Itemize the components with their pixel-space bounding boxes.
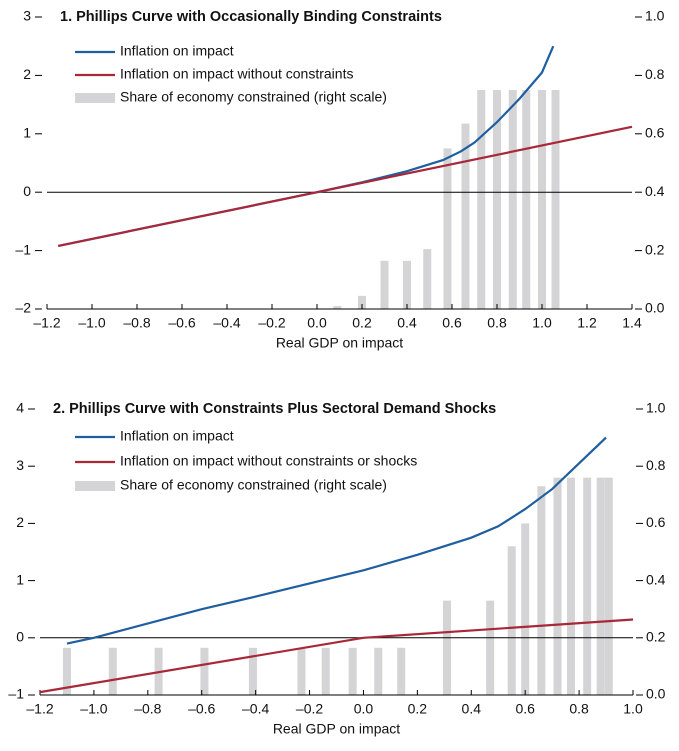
bar — [507, 546, 516, 695]
bar — [477, 90, 486, 309]
x-tick-label: –0.4 — [213, 315, 240, 331]
line — [58, 125, 633, 248]
x-tick-label: –1.2 — [33, 315, 60, 331]
bar — [397, 647, 406, 695]
bar — [200, 647, 209, 695]
x-tick-label: 0.8 — [487, 315, 507, 331]
bar — [380, 260, 389, 309]
x-tick-label: 1.4 — [622, 315, 642, 331]
bar — [62, 647, 71, 695]
y-tick-label: –1 — [8, 686, 24, 702]
bar — [248, 647, 257, 695]
y-tick-label: 2 — [23, 66, 31, 82]
bar — [443, 148, 452, 309]
y-tick-label: 3 — [16, 457, 24, 473]
bar — [508, 90, 517, 309]
y2-tick-label: 0.8 — [645, 66, 665, 82]
bar — [493, 90, 501, 309]
legend-label: Inflation on impact — [120, 428, 234, 444]
x-tick-label: –0.6 — [168, 315, 195, 331]
legend-label: Inflation on impact without constraints … — [120, 453, 417, 469]
bar — [348, 647, 357, 695]
legend-swatch — [75, 481, 115, 491]
x-tick-label: 1.0 — [623, 701, 643, 717]
y2-tick-label: 0.2 — [646, 629, 666, 645]
y-tick-label: 3 — [23, 8, 31, 24]
line — [39, 618, 634, 694]
y2-tick-label: 1.0 — [645, 8, 665, 24]
bar — [604, 477, 613, 695]
line — [66, 436, 607, 645]
x-tick-label: –0.8 — [134, 701, 161, 717]
x-axis-label: Real GDP on impact — [273, 721, 400, 737]
y-tick-label: –2 — [15, 300, 31, 316]
y-tick-label: 0 — [16, 629, 24, 645]
x-tick-label: 0.8 — [569, 701, 589, 717]
y2-tick-label: 0.4 — [645, 183, 665, 199]
x-tick-label: 0.4 — [397, 315, 417, 331]
x-tick-label: 0.6 — [515, 701, 535, 717]
bar — [596, 477, 605, 695]
x-tick-label: 0.4 — [462, 701, 482, 717]
x-tick-label: –0.2 — [258, 315, 285, 331]
y2-tick-label: 0.8 — [646, 457, 666, 473]
legend-swatch — [75, 93, 115, 103]
x-tick-label: –1.2 — [26, 701, 53, 717]
x-tick-label: –1.0 — [80, 701, 107, 717]
legend-label: Share of economy constrained (right scal… — [120, 89, 387, 105]
y2-tick-label: 0.6 — [646, 514, 666, 530]
legend-label: Inflation on impact without constraints — [120, 66, 353, 82]
bar — [551, 90, 560, 309]
bar — [583, 477, 592, 695]
legend-label: Inflation on impact — [120, 43, 234, 59]
bar — [297, 647, 306, 695]
bar — [108, 647, 117, 695]
x-tick-label: –0.6 — [188, 701, 215, 717]
bar — [538, 90, 546, 309]
bar — [443, 600, 452, 695]
x-tick-label: 0.0 — [354, 701, 374, 717]
chart-title: 2. Phillips Curve with Constraints Plus … — [53, 401, 496, 417]
legend-label: Share of economy constrained (right scal… — [120, 477, 387, 493]
y2-tick-label: 0.6 — [645, 125, 665, 141]
y-tick-label: 4 — [16, 400, 24, 416]
bar — [553, 477, 562, 695]
x-tick-label: –0.2 — [296, 701, 323, 717]
y2-tick-label: 0.2 — [645, 241, 665, 257]
x-tick-label: 0.2 — [352, 315, 372, 331]
x-tick-label: –0.8 — [123, 315, 150, 331]
bar — [537, 486, 546, 695]
bar — [374, 647, 383, 695]
x-axis-label: Real GDP on impact — [276, 335, 403, 351]
x-tick-label: 0.0 — [307, 315, 327, 331]
y2-tick-label: 0.4 — [646, 571, 666, 587]
y-tick-label: 0 — [23, 183, 31, 199]
bar — [423, 249, 432, 309]
x-tick-label: 1.2 — [577, 315, 597, 331]
x-tick-label: –1.0 — [78, 315, 105, 331]
x-tick-label: 1.0 — [532, 315, 552, 331]
x-tick-label: 0.2 — [408, 701, 428, 717]
y2-tick-label: 0.0 — [646, 686, 666, 702]
chart-title: 1. Phillips Curve with Occasionally Bind… — [60, 9, 442, 25]
y2-tick-label: 0.0 — [645, 300, 665, 316]
bar — [486, 600, 495, 695]
bar — [358, 295, 366, 309]
x-tick-label: 0.6 — [442, 315, 462, 331]
y-tick-label: 1 — [16, 571, 24, 587]
bar — [522, 90, 531, 309]
y2-tick-label: 1.0 — [646, 400, 666, 416]
bar — [461, 123, 470, 309]
y-tick-label: –1 — [15, 241, 31, 257]
bar — [403, 260, 411, 309]
y-tick-label: 2 — [16, 514, 24, 530]
bar — [333, 306, 342, 309]
y-tick-label: 1 — [23, 125, 31, 141]
x-tick-label: –0.4 — [242, 701, 269, 717]
bar — [521, 523, 530, 695]
bar — [567, 477, 576, 695]
bar — [321, 647, 330, 695]
